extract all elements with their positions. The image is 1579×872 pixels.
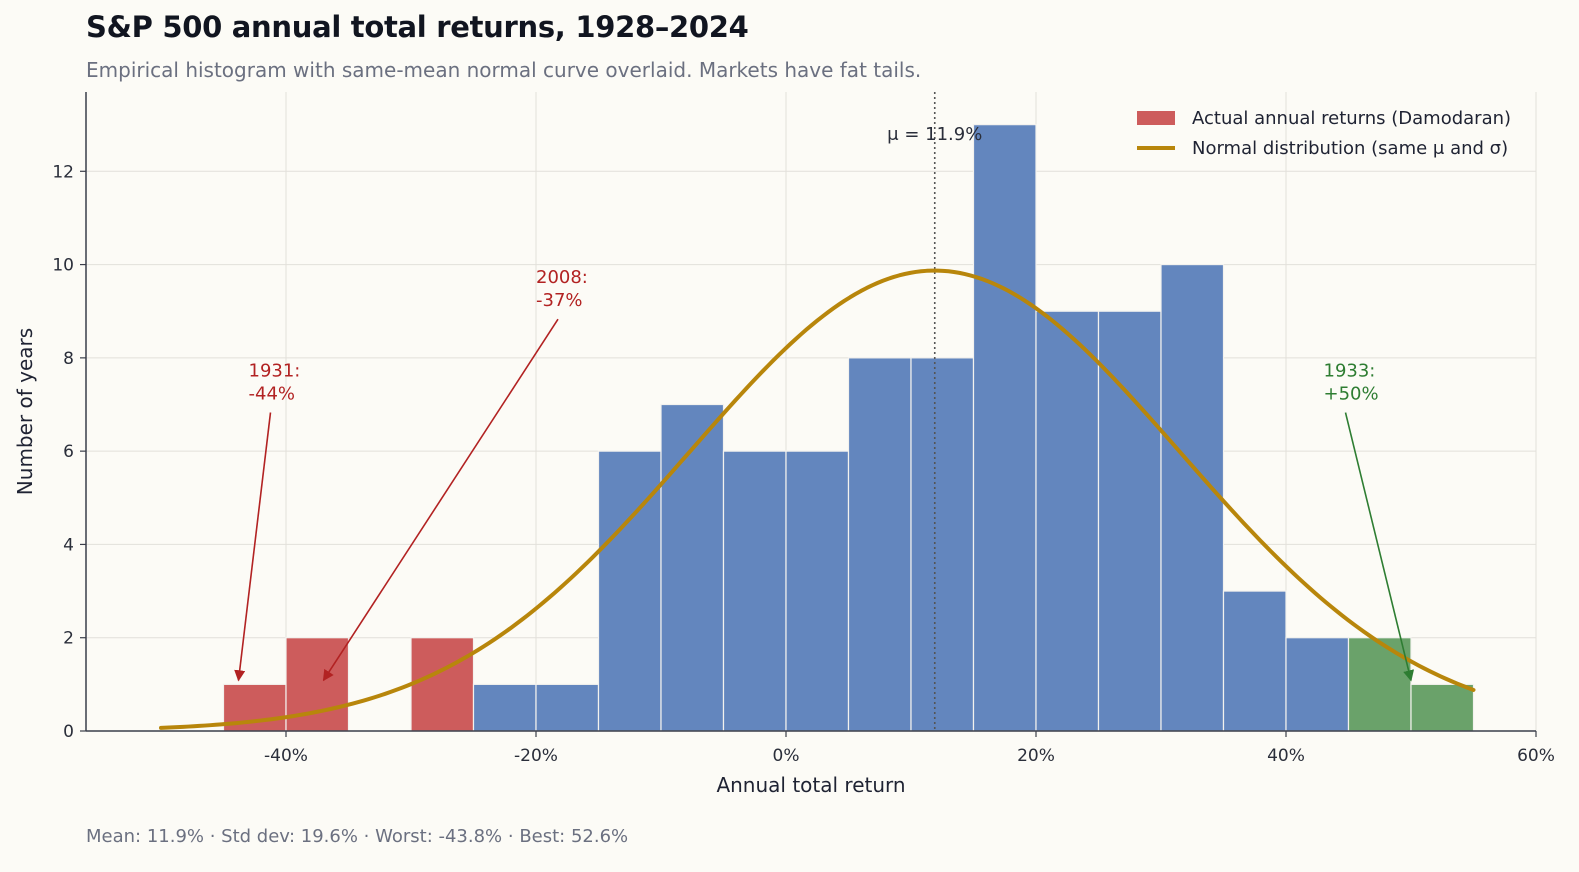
histogram-bar-normal [1097, 310, 1162, 732]
histogram-bar-normal [1035, 310, 1100, 732]
normal-curve-group [159, 268, 1476, 730]
histogram-bar-crash [410, 637, 475, 732]
y-tick-label: 2 [63, 629, 74, 649]
annotation-arrow [322, 318, 559, 682]
chart-title: S&P 500 annual total returns, 1928–2024 [86, 10, 749, 44]
annotation-label: 1931: -44% [249, 361, 301, 405]
axes: -40% -20% 0% 20% 40% 60% 0 2 4 6 8 10 12 Annual total… [13, 92, 1555, 797]
legend-label: Actual annual returns (Damodaran) [1192, 108, 1511, 129]
x-tick-label: 60% [1517, 746, 1555, 766]
histogram-bar-normal [785, 450, 850, 732]
histogram-bar-boom [1410, 683, 1475, 732]
histogram-bar-normal [722, 450, 787, 732]
y-tick-label: 12 [52, 162, 74, 182]
chart-subtitle: Empirical histogram with same-mean norma… [86, 58, 922, 82]
y-axis-label: Number of years [13, 328, 37, 495]
annotation-label: 1933: +50% [1324, 361, 1379, 405]
x-tick-label: 0% [773, 746, 800, 766]
annotation-arrow [234, 412, 272, 682]
normal-curve [159, 268, 1476, 730]
x-tick-label: 40% [1267, 746, 1305, 766]
y-tick-label: 0 [63, 722, 74, 742]
histogram-bar-normal [1160, 263, 1225, 732]
y-tick-label: 4 [63, 535, 74, 555]
histogram-bar-normal [910, 357, 975, 732]
histogram-bar-normal [660, 403, 725, 732]
legend-label: Normal distribution (same μ and σ) [1192, 138, 1508, 159]
histogram-bar-normal [847, 357, 912, 732]
histogram-bar-normal [472, 683, 537, 732]
x-axis-label: Annual total return [716, 773, 905, 797]
mean-marker: μ = 11.9% [887, 92, 982, 731]
legend-swatch-actual [1137, 111, 1175, 125]
legend: Actual annual returns (Damodaran) Normal … [1137, 108, 1511, 159]
histogram-bar-normal [1285, 637, 1350, 732]
annotations: 1931: -44% 2008: -37% 1933: +50% [234, 267, 1415, 682]
x-tick-label: 20% [1017, 746, 1055, 766]
histogram-bar-normal [1222, 590, 1287, 732]
mean-label: μ = 11.9% [887, 124, 982, 145]
annotation-arrow [1344, 412, 1415, 682]
y-tick-label: 10 [52, 256, 74, 276]
histogram-bar-boom [1347, 637, 1412, 732]
histogram-bar-normal [972, 124, 1037, 732]
x-tick-label: -20% [514, 746, 558, 766]
annotation-label: 2008: -37% [536, 267, 588, 311]
y-tick-label: 6 [63, 442, 74, 462]
histogram-bar-normal [535, 683, 600, 732]
summary-stats: Mean: 11.9% · Std dev: 19.6% · Worst: -4… [86, 826, 629, 847]
x-tick-label: -40% [264, 746, 308, 766]
y-tick-label: 8 [63, 349, 74, 369]
